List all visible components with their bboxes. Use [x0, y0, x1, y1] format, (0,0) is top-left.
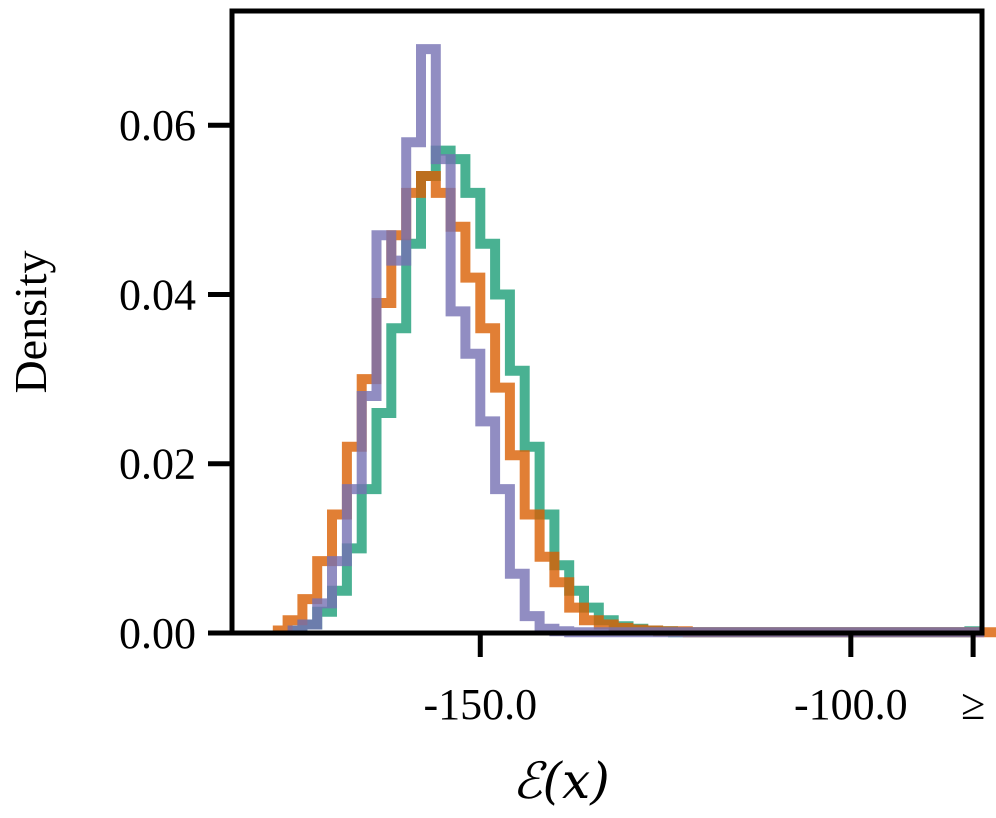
y-axis-label: Density: [5, 250, 56, 393]
x-tick-label: -100.0: [794, 680, 908, 729]
y-axis-ticks: 0.00 0.02 0.04 0.06: [119, 101, 232, 658]
x-axis-ticks: -150.0 -100.0 ≥: [423, 633, 985, 729]
histogram-series-1: [287, 145, 985, 638]
x-tick-label: ≥: [961, 680, 985, 729]
y-tick-label: 0.06: [119, 101, 196, 150]
x-axis-label: ℰ(x): [512, 752, 610, 810]
x-tick-label: -150.0: [423, 680, 537, 729]
y-tick-label: 0.02: [119, 440, 196, 489]
axes-frame: [229, 8, 985, 636]
y-tick-label: 0.00: [119, 609, 196, 658]
series-layer: [272, 44, 996, 638]
histogram-step-line-1: [287, 145, 985, 638]
y-tick-label: 0.04: [119, 270, 196, 319]
